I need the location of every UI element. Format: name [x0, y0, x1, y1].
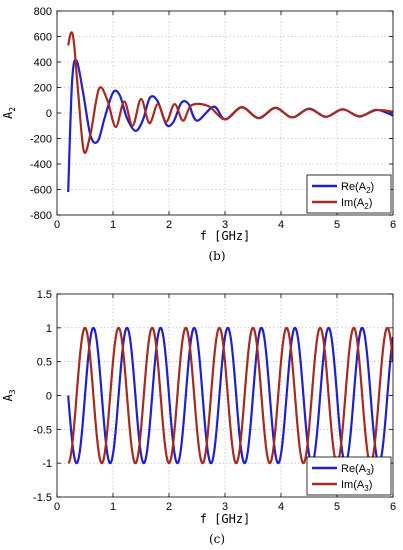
y-tick-label: 400	[34, 57, 52, 69]
x-tick-label: 2	[166, 501, 172, 513]
y-tick-label: 1	[46, 323, 52, 335]
x-tick-label: 5	[334, 219, 340, 231]
x-tick-label: 0	[54, 501, 60, 513]
x-tick-label: 0	[54, 219, 60, 231]
x-tick-label: 6	[390, 219, 396, 231]
legend: Re(A2) Im(A2)	[306, 174, 392, 214]
chart-panel-c: 0 1 2 3 4 5 6 -1.5 -1 -0.5 0 0.5 1 1.5 f [GHz] A3 (c) Re(…	[1, 289, 396, 546]
y-tick-label: 600	[34, 32, 52, 44]
x-tick-label: 3	[222, 501, 228, 513]
x-axis-label: f [GHz]	[200, 512, 251, 526]
y-tick-label: -0.5	[33, 424, 52, 436]
legend-entry: Im(A3)	[341, 479, 372, 493]
panel-label: (b)	[208, 249, 225, 263]
y-tick-label: 800	[34, 6, 52, 18]
y-tick-label: -200	[30, 134, 52, 146]
y-tick-label: 0.5	[37, 357, 52, 369]
legend-entry: Re(A2)	[341, 181, 374, 195]
y-tick-label: -800	[30, 210, 52, 222]
x-axis-label: f [GHz]	[200, 229, 251, 243]
y-tick-label: -400	[30, 159, 52, 171]
y-tick-label: -1	[42, 458, 52, 470]
x-tick-label: 4	[278, 501, 284, 513]
x-tick-label: 4	[278, 219, 284, 231]
legend-entry: Im(A2)	[341, 197, 372, 211]
legend-box	[306, 174, 392, 214]
x-tick-label: 5	[334, 501, 340, 513]
x-tick-label: 3	[222, 219, 228, 231]
series-line-im	[67, 31, 393, 154]
chart-panel-b: 0 1 2 3 4 5 6 -800 -600 -400 -200 0 200 400 600 800 f [G…	[1, 6, 396, 263]
legend-entry: Re(A3)	[341, 463, 374, 477]
panel-label: (c)	[209, 532, 225, 546]
y-tick-label: -1.5	[33, 492, 52, 504]
y-tick-label: 0	[46, 108, 52, 120]
x-tick-label: 2	[166, 219, 172, 231]
y-tick-label: -600	[30, 185, 52, 197]
x-tick-label: 6	[390, 501, 396, 513]
x-tick-label: 1	[110, 501, 116, 513]
y-axis-label: A3	[1, 389, 17, 401]
y-tick-label: 1.5	[37, 289, 52, 301]
legend: Re(A3) Im(A3)	[306, 456, 392, 496]
legend-box	[306, 456, 392, 496]
y-tick-label: 200	[34, 83, 52, 95]
x-tick-label: 1	[110, 219, 116, 231]
y-axis-label: A2	[1, 107, 17, 119]
y-tick-label: 0	[46, 391, 52, 403]
